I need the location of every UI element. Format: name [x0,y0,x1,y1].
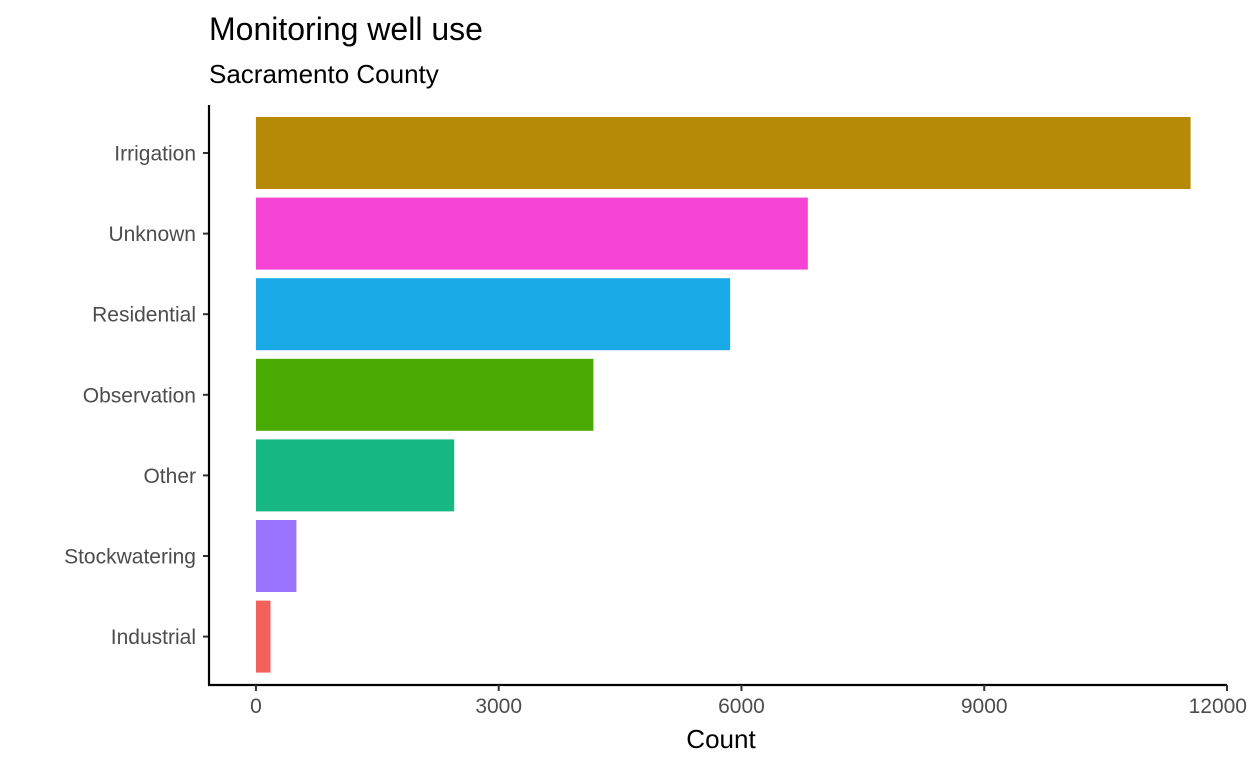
y-tick-label-irrigation: Irrigation [114,143,196,166]
y-tick-label-stockwatering: Stockwatering [64,546,196,569]
y-tick-label-unknown: Unknown [108,223,196,246]
y-tick-label-observation: Observation [83,384,196,407]
bar-other [255,439,455,512]
chart-title: Monitoring well use [209,11,483,47]
bar-residential [255,278,731,351]
x-tick-label-12000: 12000 [1189,695,1247,718]
y-axis: Irrigation Unknown Residential Observation O… [64,105,211,685]
y-tick-label-other: Other [143,465,196,488]
bar-stockwatering [255,520,297,592]
x-axis: 0 3000 6000 9000 12000 [208,683,1247,718]
x-tick-label-3000: 3000 [475,695,522,718]
x-axis-title: Count [686,724,756,754]
y-tick-label-industrial: Industrial [111,626,196,649]
y-tick-label-residential: Residential [92,304,196,327]
bar-industrial [255,600,271,673]
chart-subtitle: Sacramento County [209,59,439,89]
bar-unknown [255,197,808,270]
x-tick-label-0: 0 [250,695,262,718]
bar-irrigation [255,117,1191,189]
bars-group [255,117,1191,673]
bar-observation [255,358,594,431]
x-tick-label-9000: 9000 [961,695,1008,718]
x-tick-label-6000: 6000 [718,695,765,718]
